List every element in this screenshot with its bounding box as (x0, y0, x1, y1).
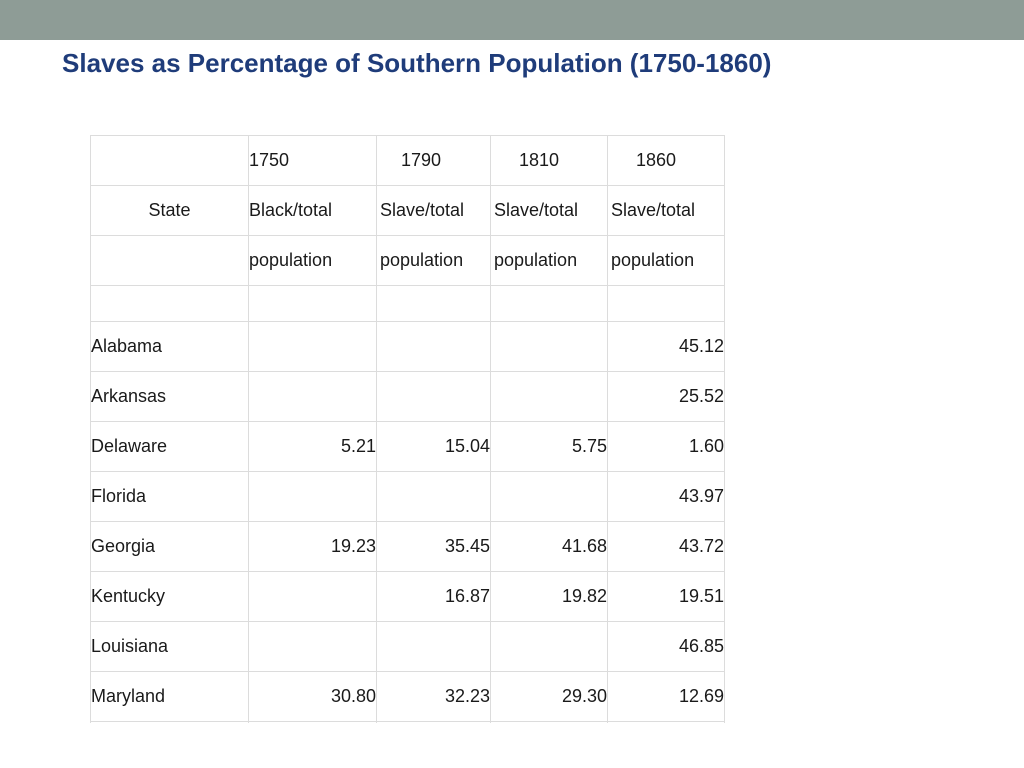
value-1860: 46.85 (607, 621, 725, 672)
unit-header-1810: population (490, 235, 608, 286)
value-1790 (376, 721, 491, 723)
table-row: Kentucky 16.87 19.82 19.51 (90, 571, 725, 622)
value-1750 (248, 571, 377, 622)
value-1860: 25.52 (607, 371, 725, 422)
state-name: Arkansas (90, 371, 249, 422)
year-header-1750: 1750 (248, 135, 377, 186)
empty-cell (376, 285, 491, 322)
value-1860: 43.72 (607, 521, 725, 572)
spacer-row (90, 285, 725, 322)
state-name: Kentucky (90, 571, 249, 622)
table-row: Florida 43.97 (90, 471, 725, 522)
value-1790: 35.45 (376, 521, 491, 572)
table-row: Louisiana 46.85 (90, 621, 725, 672)
value-1750: 30.80 (248, 671, 377, 722)
value-1750: 5.21 (248, 421, 377, 472)
measure-header-1810: Slave/total (490, 185, 608, 236)
year-header-1810: 1810 (490, 135, 608, 186)
table-row (90, 721, 725, 723)
unit-header-1860: population (607, 235, 725, 286)
measure-header-1860: Slave/total (607, 185, 725, 236)
value-1810 (490, 371, 608, 422)
value-1860: 45.12 (607, 321, 725, 372)
value-1810 (490, 621, 608, 672)
table-row: Delaware 5.21 15.04 5.75 1.60 (90, 421, 725, 472)
value-1790 (376, 471, 491, 522)
year-header-row: 1750 1790 1810 1860 (90, 135, 725, 186)
value-1810 (490, 471, 608, 522)
empty-cell (607, 285, 725, 322)
top-decoration-bar (0, 0, 1024, 40)
value-1790 (376, 621, 491, 672)
measure-header-row: State Black/total Slave/total Slave/tota… (90, 185, 725, 236)
value-1860: 1.60 (607, 421, 725, 472)
slide-title: Slaves as Percentage of Southern Populat… (62, 48, 772, 78)
state-name: Maryland (90, 671, 249, 722)
value-1750 (248, 721, 377, 723)
state-name: Alabama (90, 321, 249, 372)
unit-header-1750: population (248, 235, 377, 286)
state-name (90, 721, 249, 723)
value-1810: 19.82 (490, 571, 608, 622)
year-header-1860: 1860 (607, 135, 725, 186)
unit-header-row: population population population populat… (90, 235, 725, 286)
state-column-header: State (90, 185, 249, 236)
value-1810 (490, 321, 608, 372)
value-1860: 43.97 (607, 471, 725, 522)
value-1750 (248, 621, 377, 672)
empty-cell (248, 285, 377, 322)
value-1790: 15.04 (376, 421, 491, 472)
value-1860: 19.51 (607, 571, 725, 622)
value-1810: 5.75 (490, 421, 608, 472)
value-1750: 19.23 (248, 521, 377, 572)
value-1860 (607, 721, 725, 723)
value-1750 (248, 471, 377, 522)
population-table: 1750 1790 1810 1860 State Black/total Sl… (90, 135, 725, 723)
table-container: 1750 1790 1810 1860 State Black/total Sl… (90, 135, 726, 723)
empty-header-cell (90, 235, 249, 286)
table-row: Alabama 45.12 (90, 321, 725, 372)
empty-cell (490, 285, 608, 322)
value-1810: 41.68 (490, 521, 608, 572)
state-name: Delaware (90, 421, 249, 472)
value-1860: 12.69 (607, 671, 725, 722)
value-1790: 32.23 (376, 671, 491, 722)
measure-header-1750: Black/total (248, 185, 377, 236)
value-1810 (490, 721, 608, 723)
value-1810: 29.30 (490, 671, 608, 722)
year-header-1790: 1790 (376, 135, 491, 186)
value-1750 (248, 321, 377, 372)
table-row: Arkansas 25.52 (90, 371, 725, 422)
state-name: Georgia (90, 521, 249, 572)
value-1750 (248, 371, 377, 422)
state-name: Florida (90, 471, 249, 522)
unit-header-1790: population (376, 235, 491, 286)
value-1790 (376, 321, 491, 372)
empty-header-cell (90, 135, 249, 186)
measure-header-1790: Slave/total (376, 185, 491, 236)
table-row: Georgia 19.23 35.45 41.68 43.72 (90, 521, 725, 572)
empty-cell (90, 285, 249, 322)
value-1790 (376, 371, 491, 422)
value-1790: 16.87 (376, 571, 491, 622)
table-row: Maryland 30.80 32.23 29.30 12.69 (90, 671, 725, 722)
state-name: Louisiana (90, 621, 249, 672)
